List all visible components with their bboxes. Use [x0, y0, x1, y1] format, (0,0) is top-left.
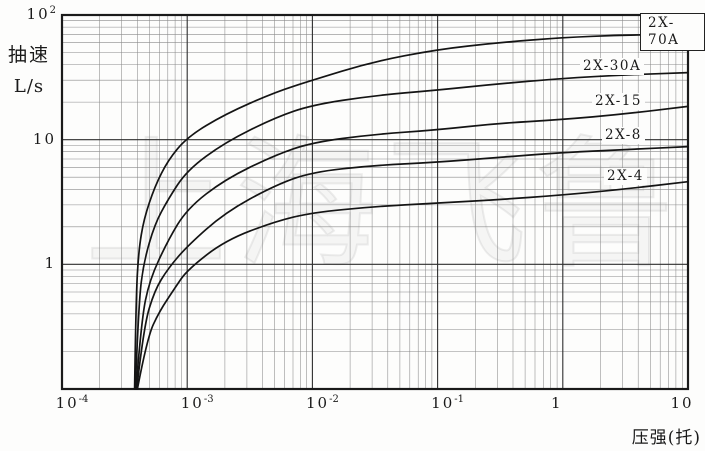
x-tick-5: 10 — [670, 394, 694, 412]
curve-label-2x-70a: 2X-70A — [640, 13, 705, 51]
curve-label-2x-4: 2X-4 — [604, 168, 647, 185]
y-axis-title: 抽速 L/s — [2, 40, 56, 97]
y-axis-title-cjk: 抽速 — [7, 44, 50, 66]
x-tick-2: 10-2 — [305, 394, 339, 412]
y-tick-1: 10 — [32, 129, 56, 148]
curve-label-2x-30a: 2X-30A — [580, 58, 645, 75]
curve-2X-30A — [134, 71, 689, 390]
curve-label-2x-8: 2X-8 — [602, 127, 645, 144]
x-tick-1: 10-3 — [180, 394, 214, 412]
x-tick-0: 10-4 — [55, 394, 89, 412]
y-axis-unit: L/s — [13, 76, 45, 97]
minor-gridlines — [62, 15, 688, 389]
curve-2X-15 — [135, 105, 689, 390]
x-tick-3: 10-1 — [431, 394, 465, 412]
curve-2X-8 — [135, 145, 689, 390]
curve-2X-4 — [136, 180, 689, 390]
plot-frame — [60, 13, 690, 391]
curve-label-2x-15: 2X-15 — [592, 93, 645, 110]
y-tick-0: 102 — [26, 5, 56, 23]
y-tick-2: 1 — [44, 254, 56, 273]
curve-2X-70A — [133, 33, 689, 390]
background-watermark: 上海飞鲁 — [84, 122, 685, 289]
x-tick-4: 1 — [551, 394, 563, 412]
x-axis-title: 压强(托) — [631, 428, 701, 448]
